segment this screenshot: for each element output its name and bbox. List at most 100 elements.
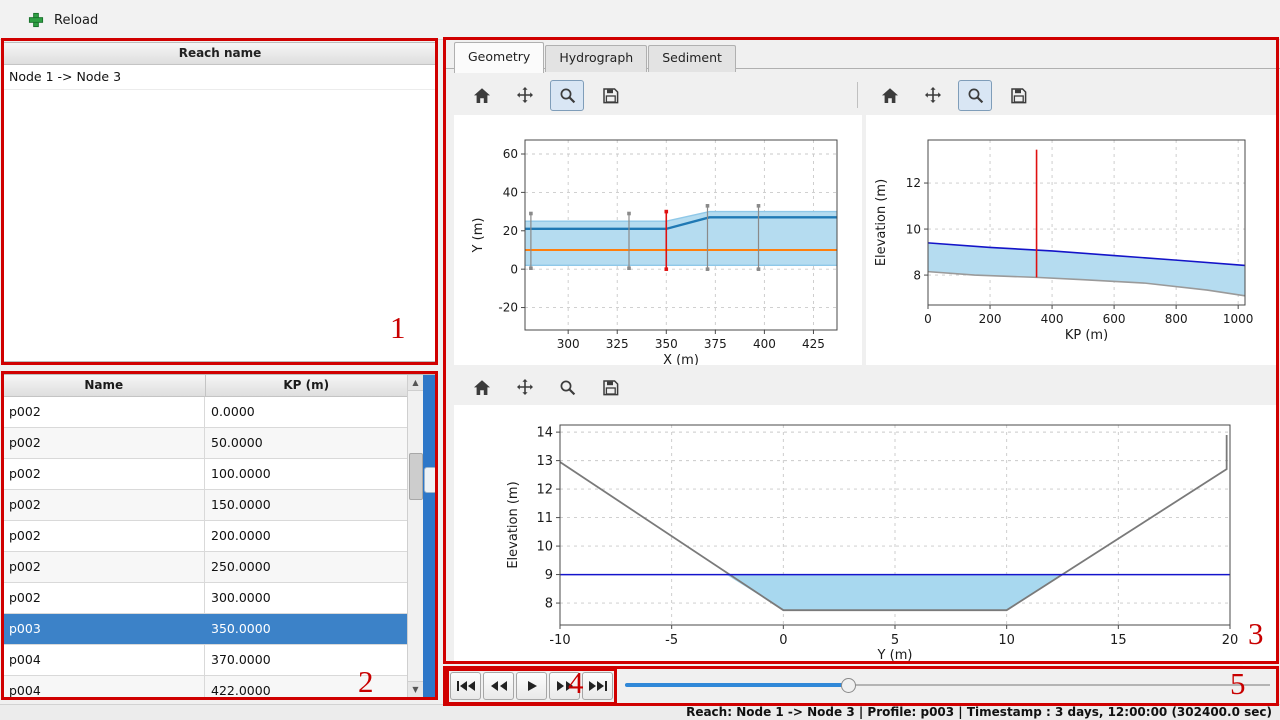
- table-row[interactable]: p004 370.0000: [3, 645, 407, 676]
- play-icon: [527, 681, 537, 691]
- save-icon: [1010, 88, 1026, 104]
- tab-sediment[interactable]: Sediment: [648, 45, 736, 72]
- toolbar-separator: [857, 82, 858, 108]
- svg-text:0: 0: [510, 262, 518, 276]
- table-row[interactable]: p004 422.0000: [3, 676, 407, 698]
- rewind-icon: [490, 681, 507, 691]
- reload-button[interactable]: Reload: [20, 6, 106, 34]
- table-row[interactable]: p002 300.0000: [3, 583, 407, 614]
- home-icon: [473, 88, 490, 103]
- profile-table-header: Name KP (m): [3, 375, 407, 397]
- skip-end-button[interactable]: [582, 672, 613, 700]
- play-button[interactable]: [516, 672, 547, 700]
- cross-section-figure: -10 -5 0 5 10 15 20 8 9 10 11 12 13 14 Y (m) Elevation …: [454, 405, 1278, 662]
- tab-geometry[interactable]: Geometry: [454, 42, 545, 73]
- home-button[interactable]: [464, 80, 498, 111]
- pan-button[interactable]: [915, 80, 949, 111]
- top-toolbar: Reload: [0, 0, 1280, 40]
- cell-kp: 150.0000: [211, 497, 271, 512]
- annotation-label-3: 3: [1248, 616, 1264, 651]
- table-row[interactable]: p002 100.0000: [3, 459, 407, 490]
- cell-kp: 350.0000: [211, 621, 271, 636]
- time-slider-handle[interactable]: [840, 678, 856, 693]
- svg-text:200: 200: [979, 312, 1002, 326]
- pan-icon: [516, 379, 533, 395]
- svg-text:375: 375: [704, 337, 727, 351]
- save-button[interactable]: [1001, 80, 1035, 111]
- green-plus-icon: [28, 12, 44, 28]
- long-profile-toolbar: [872, 80, 1035, 111]
- pan-button[interactable]: [507, 372, 541, 403]
- fast-forward-button[interactable]: [549, 672, 580, 700]
- save-button[interactable]: [593, 372, 627, 403]
- reach-list-item[interactable]: Node 1 -> Node 3: [3, 65, 437, 90]
- long-profile-chart[interactable]: 0 200 400 600 800 1000 8 10 12 KP (m) Elevation (m…: [866, 115, 1278, 365]
- cross-section-chart[interactable]: -10 -5 0 5 10 15 20 8 9 10 11 12 13 14 Y (m) Elevation …: [454, 405, 1278, 662]
- time-slider[interactable]: [625, 677, 1270, 693]
- zoom-icon: [968, 88, 983, 104]
- svg-text:425: 425: [802, 337, 825, 351]
- table-scrollbar[interactable]: ▲ ▼: [407, 375, 423, 697]
- table-row[interactable]: p002 0.0000: [3, 397, 407, 428]
- table-row[interactable]: p003 350.0000: [3, 614, 407, 645]
- zoom-button[interactable]: [550, 372, 584, 403]
- status-bar: Reach: Node 1 -> Node 3 | Profile: p003 …: [0, 704, 1280, 720]
- annotation-label-4: 4: [568, 665, 584, 700]
- cell-kp: 50.0000: [211, 435, 263, 450]
- svg-text:-20: -20: [498, 301, 518, 315]
- scrollbar-thumb[interactable]: [409, 453, 423, 500]
- svg-text:0: 0: [779, 633, 787, 648]
- column-header-name[interactable]: Name: [3, 375, 206, 396]
- cell-kp: 200.0000: [211, 528, 271, 543]
- svg-text:0: 0: [924, 312, 932, 326]
- skip-start-button[interactable]: [450, 672, 481, 700]
- long-profile-figure: 0 200 400 600 800 1000 8 10 12 KP (m) Elevation (m…: [866, 115, 1278, 365]
- save-button[interactable]: [593, 80, 627, 111]
- plan-view-chart[interactable]: 300 325 350 375 400 425 -20 0 20 40 60 X (m) Y (m): [454, 115, 862, 365]
- svg-text:20: 20: [503, 224, 518, 238]
- annotation-label-1: 1: [390, 310, 406, 345]
- cell-name: p003: [3, 614, 205, 644]
- table-row[interactable]: p002 200.0000: [3, 521, 407, 552]
- tab-hydrograph[interactable]: Hydrograph: [545, 45, 648, 72]
- svg-text:600: 600: [1103, 312, 1126, 326]
- home-button[interactable]: [872, 80, 906, 111]
- svg-text:X (m): X (m): [663, 353, 699, 365]
- svg-text:400: 400: [1041, 312, 1064, 326]
- time-slider-track[interactable]: [625, 684, 1270, 686]
- cell-name: p004: [3, 645, 205, 675]
- arrow-up-icon[interactable]: ▲: [408, 375, 423, 391]
- table-row[interactable]: p002 50.0000: [3, 428, 407, 459]
- svg-text:800: 800: [1165, 312, 1188, 326]
- plan-view-figure: 300 325 350 375 400 425 -20 0 20 40 60 X (m) Y (m): [454, 115, 862, 365]
- cell-kp: 422.0000: [211, 683, 271, 698]
- annotation-label-5: 5: [1230, 666, 1246, 701]
- arrow-down-icon[interactable]: ▼: [408, 681, 423, 697]
- cell-name: p002: [3, 552, 205, 582]
- zoom-button[interactable]: [550, 80, 584, 111]
- cell-kp: 100.0000: [211, 466, 271, 481]
- svg-text:1000: 1000: [1223, 312, 1254, 326]
- rewind-button[interactable]: [483, 672, 514, 700]
- svg-text:14: 14: [536, 426, 553, 441]
- table-row[interactable]: p002 250.0000: [3, 552, 407, 583]
- skip-start-icon: [456, 681, 475, 691]
- annotation-box-1: [1, 38, 438, 365]
- table-row[interactable]: p002 150.0000: [3, 490, 407, 521]
- save-icon: [602, 380, 618, 396]
- svg-text:350: 350: [655, 337, 678, 351]
- svg-text:12: 12: [536, 483, 553, 498]
- zoom-button[interactable]: [958, 80, 992, 111]
- svg-text:8: 8: [545, 597, 553, 612]
- svg-text:-10: -10: [549, 633, 570, 648]
- cell-name: p002: [3, 490, 205, 520]
- plan-view-toolbar: [464, 80, 627, 111]
- svg-text:15: 15: [1110, 633, 1127, 648]
- cell-name: p002: [3, 521, 205, 551]
- svg-text:Y (m): Y (m): [471, 218, 486, 254]
- column-header-kp[interactable]: KP (m): [283, 378, 330, 392]
- pan-button[interactable]: [507, 80, 541, 111]
- zoom-icon: [560, 88, 575, 104]
- home-button[interactable]: [464, 372, 498, 403]
